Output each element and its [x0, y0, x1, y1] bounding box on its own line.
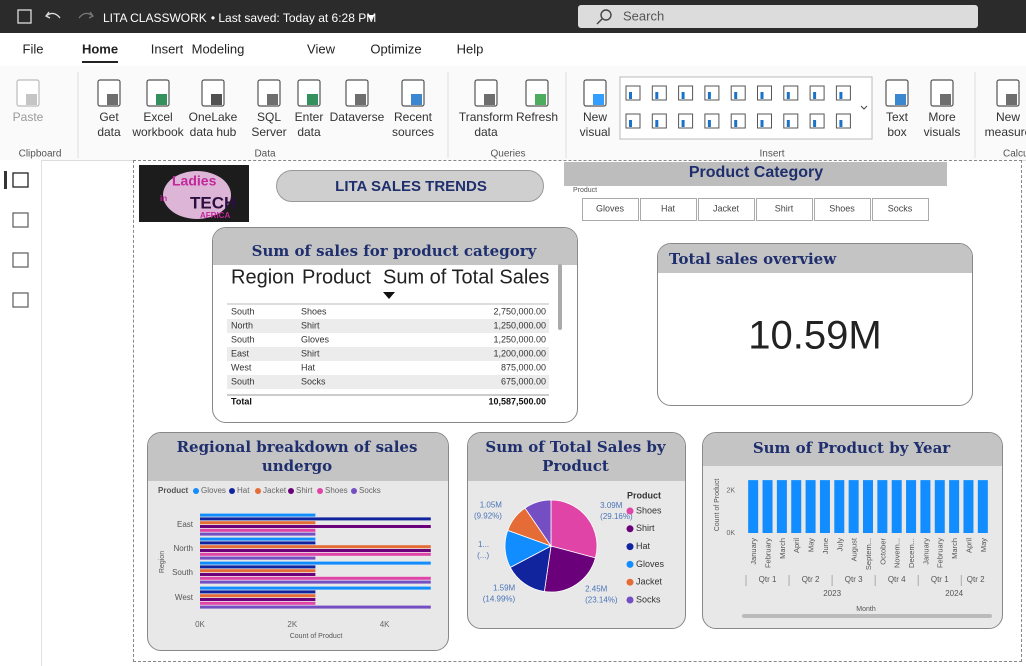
slicer-item[interactable] — [582, 198, 639, 221]
visual-container — [657, 243, 973, 406]
slicer-item[interactable] — [756, 198, 813, 221]
chart-title: Sum of Product by Year — [752, 439, 951, 457]
menu-underline — [82, 61, 118, 63]
menu-item[interactable]: Modeling — [192, 41, 245, 56]
card-title: Total sales overview — [669, 250, 837, 268]
menu-item[interactable]: Insert — [151, 41, 184, 56]
slicer-item[interactable] — [698, 198, 755, 221]
chart-title: Sum of Total Sales by Product — [485, 438, 666, 475]
left-sidebar — [0, 160, 42, 666]
visual-container — [702, 432, 1003, 629]
visual-header — [213, 228, 577, 265]
slicer-item[interactable] — [814, 198, 871, 221]
visual-header — [148, 433, 448, 481]
search-box[interactable] — [578, 5, 978, 28]
slicer-header — [564, 162, 947, 186]
table-title: Sum of sales for product category — [251, 242, 537, 260]
report-title-box — [276, 170, 544, 202]
logo — [139, 165, 249, 222]
slicer-item[interactable] — [872, 198, 929, 221]
menu-item[interactable]: File — [23, 41, 44, 56]
menu-item[interactable]: Optimize — [370, 41, 421, 56]
ribbon — [0, 66, 1026, 161]
visual-header — [468, 433, 685, 481]
slicer-item[interactable] — [640, 198, 697, 221]
menu-item[interactable]: View — [307, 41, 336, 56]
menu-item[interactable]: Home — [82, 41, 118, 56]
visual-header — [658, 244, 972, 273]
chart-title: Regional breakdown of sales undergo — [176, 438, 418, 475]
visual-header — [703, 433, 1002, 466]
menu-item[interactable]: Help — [457, 41, 484, 56]
